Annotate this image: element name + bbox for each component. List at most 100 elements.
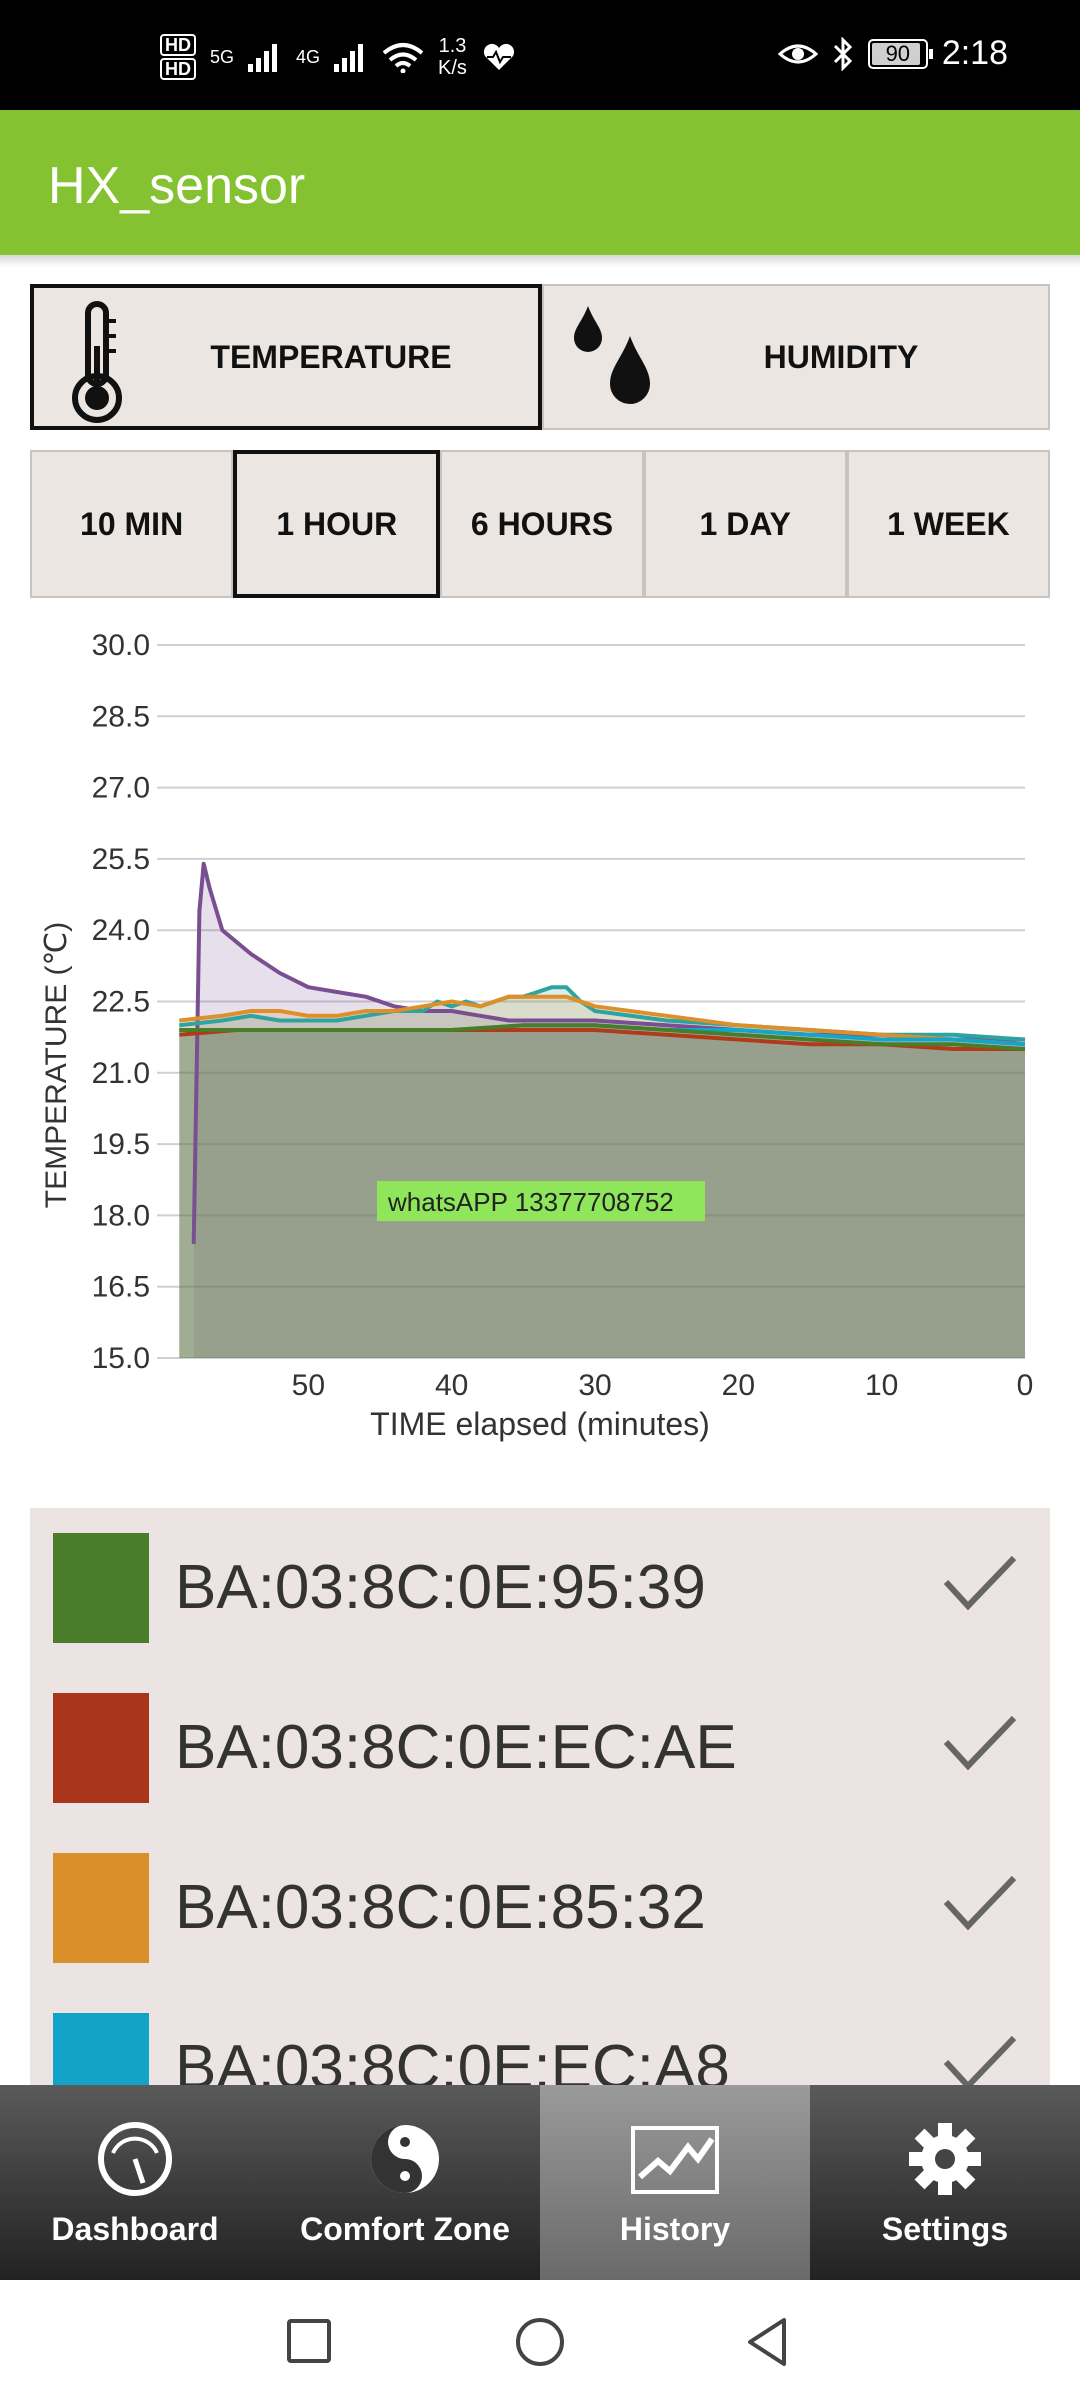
temperature-history-chart[interactable]: 30.0 28.5 27.0 25.5 24.0 22.5 21.0 19.5 18.0 16.5…	[0, 615, 1080, 1455]
y-tick-label: 25.5	[92, 843, 150, 876]
range-1-week-button[interactable]: 1 WEEK	[846, 450, 1051, 598]
nav-history[interactable]: History	[540, 2085, 810, 2280]
clock: 2:18	[941, 34, 1008, 72]
hd-indicators: HD HD	[160, 34, 196, 80]
hd-badge-2: HD	[160, 58, 196, 80]
home-circle-icon[interactable]	[514, 2316, 566, 2368]
checkmark-icon[interactable]	[942, 1552, 1018, 1612]
hd-badge-1: HD	[160, 34, 196, 56]
device-color-swatch	[53, 2013, 149, 2088]
dashboard-gauge-icon	[98, 2122, 172, 2196]
network-speed: 1.3 K/s	[438, 35, 467, 79]
range-10-min-button[interactable]: 10 MIN	[30, 450, 234, 598]
device-name: BA:03:8C:0E:EC:AE	[175, 1713, 737, 1782]
nav-dashboard-label: Dashboard	[51, 2211, 219, 2247]
y-tick-label: 22.5	[92, 986, 150, 1019]
x-tick-label: 20	[722, 1369, 755, 1402]
range-1-hour-button[interactable]: 1 HOUR	[233, 450, 441, 598]
water-drops-icon	[574, 306, 650, 404]
system-navigation-bar	[0, 2280, 1080, 2400]
recents-square-icon[interactable]	[286, 2318, 332, 2364]
device-list: BA:03:8C:0E:95:39 BA:03:8C:0E:EC:AE BA:0…	[30, 1508, 1050, 2088]
status-bar: HD HD 5G 4G 1.3 K/s 90 2:18	[0, 0, 1080, 110]
metric-selector: TEMPERATURE HUMIDITY	[30, 284, 1050, 434]
device-color-swatch	[53, 1693, 149, 1803]
signal-icon-2	[334, 44, 364, 72]
y-axis-label: TEMPERATURE (℃)	[40, 922, 73, 1208]
wifi-icon	[382, 43, 424, 73]
chart-svg: 30.0 28.5 27.0 25.5 24.0 22.5 21.0 19.5 18.0 16.5…	[40, 629, 1034, 1442]
yin-yang-icon	[371, 2125, 439, 2193]
device-name: BA:03:8C:0E:85:32	[175, 1873, 706, 1942]
app-title: HX_sensor	[48, 157, 306, 215]
x-axis-ticks: 50 40 30 20 10 0	[292, 1369, 1034, 1402]
series-line-2	[179, 994, 1026, 1047]
temperature-tab[interactable]: TEMPERATURE	[30, 284, 542, 430]
network-5g-label: 5G	[210, 47, 235, 67]
thermometer-icon	[72, 301, 122, 423]
network-4g-label: 4G	[296, 47, 321, 67]
time-range-selector: 10 MIN 1 HOUR 6 HOURS 1 DAY 1 WEEK	[30, 450, 1051, 600]
x-tick-label: 30	[578, 1369, 611, 1402]
bottom-navigation: Dashboard Comfort Zone History	[0, 2085, 1080, 2280]
y-tick-label: 21.0	[92, 1057, 150, 1090]
x-tick-label: 40	[435, 1369, 468, 1402]
device-color-swatch	[53, 1853, 149, 1963]
battery-level: 90	[885, 40, 911, 66]
checkmark-icon[interactable]	[942, 1712, 1018, 1772]
device-item[interactable]: BA:03:8C:0E:85:32	[30, 1828, 1050, 1988]
nav-settings-label: Settings	[881, 2211, 1009, 2247]
gear-icon	[909, 2123, 981, 2195]
battery-icon: 90	[867, 38, 933, 69]
y-tick-label: 18.0	[92, 1199, 150, 1232]
watermark-text: whatsAPP 13377708752	[387, 1187, 674, 1217]
y-tick-label: 16.5	[92, 1271, 150, 1304]
nav-comfort-zone-label: Comfort Zone	[300, 2211, 510, 2247]
x-tick-label: 10	[865, 1369, 898, 1402]
network-speed-value: 1.3	[438, 35, 467, 57]
series-area-2	[179, 996, 1026, 1358]
x-axis-label: TIME elapsed (minutes)	[370, 1406, 710, 1442]
bluetooth-icon	[833, 36, 852, 71]
series-line-5	[179, 1023, 1026, 1051]
y-tick-label: 24.0	[92, 914, 150, 947]
device-name: BA:03:8C:0E:EC:A8	[175, 2033, 730, 2088]
y-tick-label: 28.5	[92, 700, 150, 733]
series-area-1	[179, 987, 1026, 1358]
y-tick-label: 27.0	[92, 772, 150, 805]
app-bar: HX_sensor	[0, 110, 1080, 255]
y-tick-label: 15.0	[92, 1342, 150, 1375]
x-tick-label: 50	[292, 1369, 325, 1402]
back-triangle-icon[interactable]	[744, 2316, 790, 2368]
signal-icon-1	[248, 44, 278, 72]
history-chart-icon	[631, 2126, 719, 2194]
range-1-day-button[interactable]: 1 DAY	[643, 450, 847, 598]
device-item[interactable]: BA:03:8C:0E:95:39	[30, 1508, 1050, 1668]
y-tick-label: 30.0	[92, 629, 150, 662]
checkmark-icon[interactable]	[942, 1872, 1018, 1932]
device-item[interactable]: BA:03:8C:0E:EC:AE	[30, 1668, 1050, 1828]
device-item[interactable]: BA:03:8C:0E:EC:A8	[30, 1988, 1050, 2088]
watermark: whatsAPP 13377708752	[377, 1181, 705, 1221]
nav-dashboard[interactable]: Dashboard	[0, 2085, 270, 2280]
humidity-tab[interactable]: HUMIDITY	[542, 284, 1050, 430]
device-color-swatch	[53, 1533, 149, 1643]
y-axis-ticks: 30.0 28.5 27.0 25.5 24.0 22.5 21.0 19.5 18.0 16.5…	[92, 629, 150, 1375]
chart-grid	[157, 644, 1025, 1359]
nav-history-label: History	[619, 2211, 731, 2247]
chart-lines	[179, 861, 1026, 1244]
series-area-0	[193, 863, 1025, 1358]
chart-areas	[179, 863, 1026, 1358]
nav-comfort-zone[interactable]: Comfort Zone	[270, 2085, 540, 2280]
app-bar-shadow	[0, 255, 1080, 267]
range-6-hours-button[interactable]: 6 HOURS	[440, 450, 644, 598]
checkmark-icon[interactable]	[942, 2032, 1018, 2088]
device-name: BA:03:8C:0E:95:39	[175, 1553, 706, 1622]
network-speed-unit: K/s	[438, 57, 467, 79]
eye-icon	[777, 44, 818, 63]
nav-settings[interactable]: Settings	[810, 2085, 1080, 2280]
heart-rate-icon	[483, 43, 514, 70]
x-tick-label: 0	[1017, 1369, 1034, 1402]
y-tick-label: 19.5	[92, 1128, 150, 1161]
humidity-tab-label: HUMIDITY	[763, 338, 919, 375]
